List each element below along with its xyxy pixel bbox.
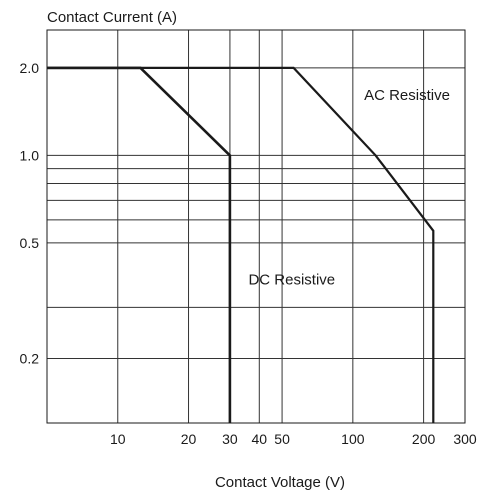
y-tick-label: 1.0 bbox=[20, 147, 40, 163]
x-tick-label: 100 bbox=[341, 431, 365, 447]
series-annotation: DC Resistive bbox=[248, 271, 335, 288]
y-tick-label: 0.2 bbox=[20, 351, 40, 367]
series-line-dc-resistive bbox=[47, 66, 232, 423]
y-axis-label: Contact Current (A) bbox=[47, 9, 177, 26]
series-annotation: AC Resistive bbox=[364, 87, 450, 104]
x-tick-label: 30 bbox=[222, 431, 238, 447]
y-tick-label: 0.5 bbox=[20, 235, 40, 251]
x-tick-label: 50 bbox=[274, 431, 290, 447]
series-lines bbox=[47, 66, 435, 423]
plot-frame bbox=[46, 29, 466, 424]
x-tick-label: 300 bbox=[453, 431, 477, 447]
x-tick-label: 40 bbox=[252, 431, 268, 447]
x-axis-label: Contact Voltage (V) bbox=[215, 474, 345, 491]
y-axis-ticks: 0.2 0.5 1.0 2.0 bbox=[20, 60, 40, 367]
x-tick-label: 200 bbox=[412, 431, 436, 447]
grid-lines bbox=[47, 30, 465, 423]
y-tick-label: 2.0 bbox=[20, 60, 40, 76]
annotations: AC Resistive DC Resistive bbox=[248, 87, 449, 288]
x-tick-label: 10 bbox=[110, 431, 126, 447]
x-axis-ticks: 10 20 30 40 50 100 200 300 bbox=[110, 431, 477, 447]
x-tick-label: 20 bbox=[181, 431, 197, 447]
series-line-ac-resistive bbox=[47, 66, 435, 423]
